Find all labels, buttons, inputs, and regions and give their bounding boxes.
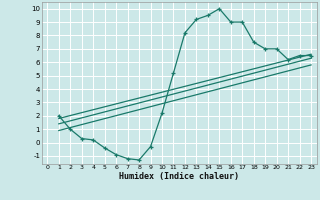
X-axis label: Humidex (Indice chaleur): Humidex (Indice chaleur) (119, 172, 239, 181)
